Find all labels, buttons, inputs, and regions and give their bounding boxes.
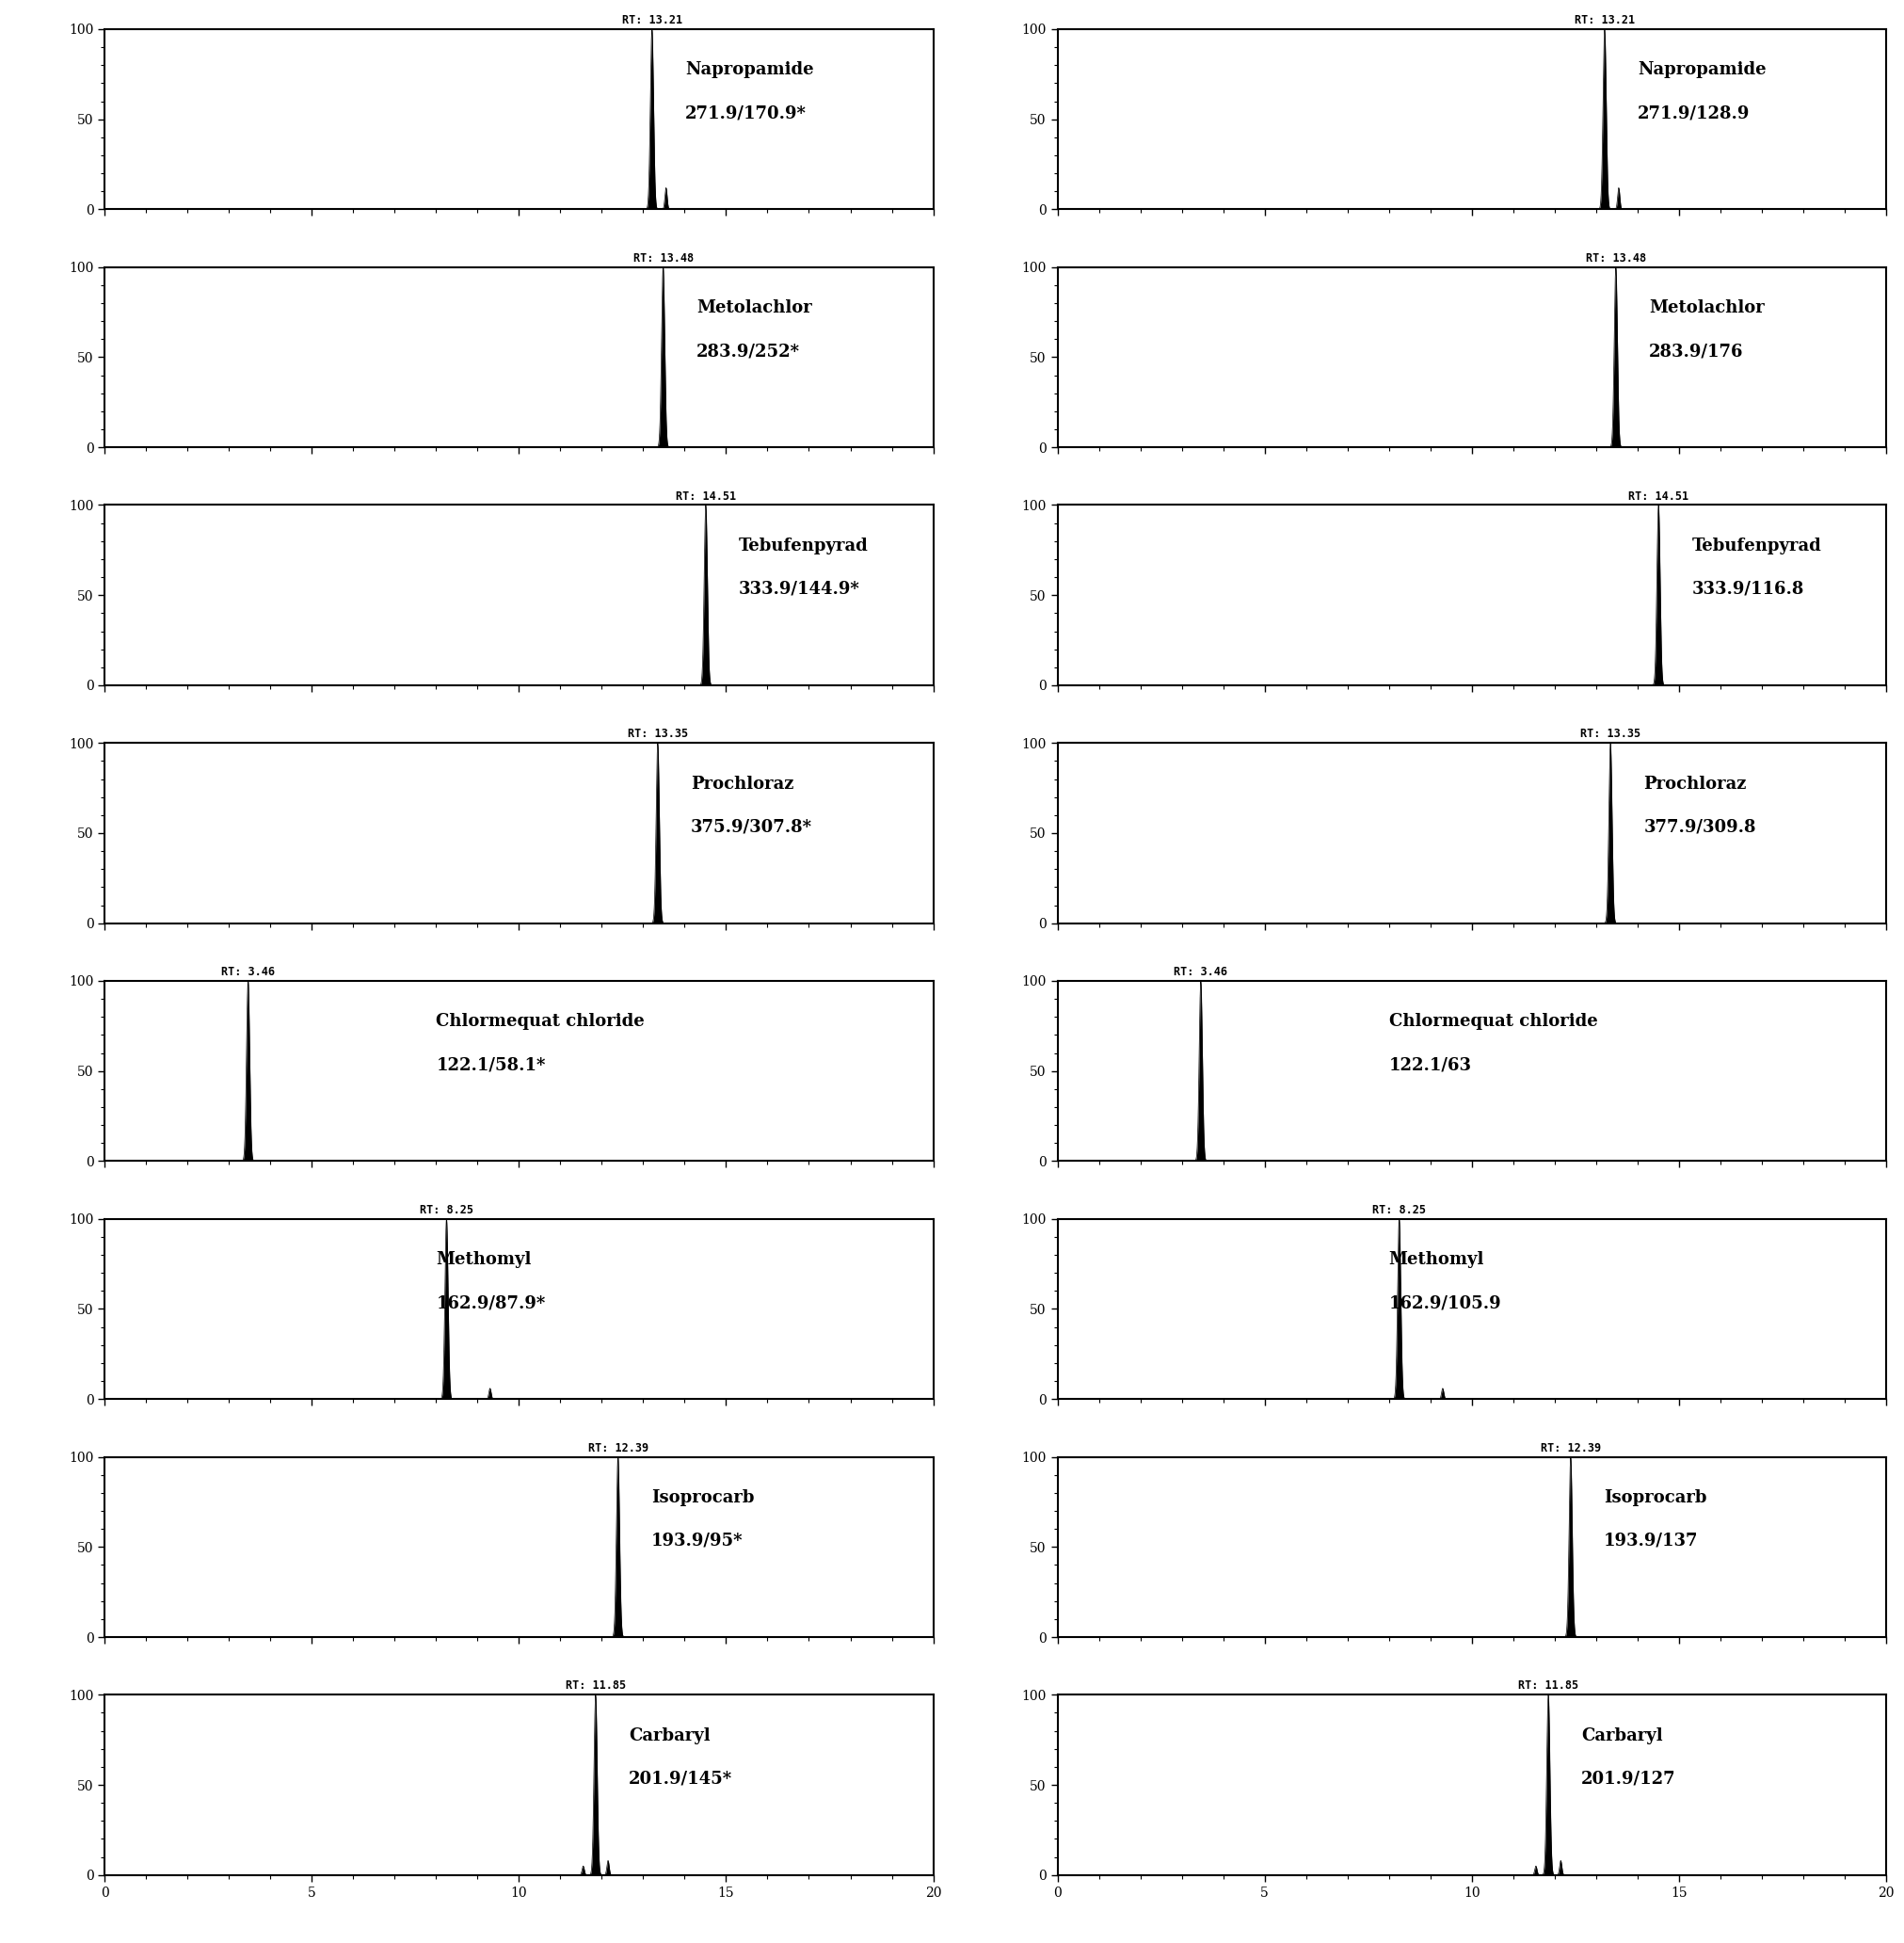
Text: 333.9/116.8: 333.9/116.8: [1691, 581, 1803, 598]
Text: 377.9/309.8: 377.9/309.8: [1643, 818, 1755, 835]
Text: 193.9/137: 193.9/137: [1603, 1533, 1698, 1549]
Text: 333.9/144.9*: 333.9/144.9*: [739, 581, 861, 598]
Text: Prochloraz: Prochloraz: [1643, 775, 1746, 793]
Text: Metolachlor: Metolachlor: [697, 299, 811, 317]
Text: RT: 13.48: RT: 13.48: [632, 253, 693, 264]
Text: RT: 13.21: RT: 13.21: [621, 14, 682, 27]
Text: RT: 11.85: RT: 11.85: [1517, 1681, 1578, 1692]
Text: RT: 12.39: RT: 12.39: [1540, 1442, 1599, 1453]
Text: Napropamide: Napropamide: [1637, 62, 1765, 78]
Text: 162.9/105.9: 162.9/105.9: [1388, 1294, 1500, 1312]
Text: Tebufenpyrad: Tebufenpyrad: [1691, 538, 1820, 554]
Text: Chlormequat chloride: Chlormequat chloride: [1388, 1014, 1597, 1030]
Text: 162.9/87.9*: 162.9/87.9*: [436, 1294, 545, 1312]
Text: RT: 13.35: RT: 13.35: [1580, 729, 1639, 740]
Text: Chlormequat chloride: Chlormequat chloride: [436, 1014, 645, 1030]
Text: RT: 14.51: RT: 14.51: [676, 490, 735, 503]
Text: RT: 14.51: RT: 14.51: [1628, 490, 1687, 503]
Text: RT: 13.48: RT: 13.48: [1584, 253, 1645, 264]
Text: RT: 3.46: RT: 3.46: [221, 966, 274, 977]
Text: Methomyl: Methomyl: [1388, 1251, 1483, 1269]
Text: 122.1/63: 122.1/63: [1388, 1057, 1472, 1074]
Text: RT: 8.25: RT: 8.25: [1371, 1205, 1426, 1216]
Text: 271.9/128.9: 271.9/128.9: [1637, 105, 1750, 122]
Text: RT: 13.35: RT: 13.35: [626, 729, 687, 740]
Text: 201.9/127: 201.9/127: [1580, 1770, 1676, 1788]
Text: Carbaryl: Carbaryl: [1580, 1727, 1662, 1745]
Text: Methomyl: Methomyl: [436, 1251, 531, 1269]
Text: Prochloraz: Prochloraz: [691, 775, 794, 793]
Text: Isoprocarb: Isoprocarb: [651, 1488, 754, 1506]
Text: 122.1/58.1*: 122.1/58.1*: [436, 1057, 545, 1074]
Text: 201.9/145*: 201.9/145*: [628, 1770, 731, 1788]
Text: Napropamide: Napropamide: [685, 62, 813, 78]
Text: Carbaryl: Carbaryl: [628, 1727, 710, 1745]
Text: Isoprocarb: Isoprocarb: [1603, 1488, 1706, 1506]
Text: 283.9/176: 283.9/176: [1649, 342, 1742, 359]
Text: 283.9/252*: 283.9/252*: [697, 342, 800, 359]
Text: RT: 12.39: RT: 12.39: [588, 1442, 647, 1453]
Text: RT: 11.85: RT: 11.85: [565, 1681, 626, 1692]
Text: 193.9/95*: 193.9/95*: [651, 1533, 743, 1549]
Text: 271.9/170.9*: 271.9/170.9*: [685, 105, 805, 122]
Text: RT: 3.46: RT: 3.46: [1173, 966, 1226, 977]
Text: Tebufenpyrad: Tebufenpyrad: [739, 538, 868, 554]
Text: RT: 13.21: RT: 13.21: [1575, 14, 1634, 27]
Text: 375.9/307.8*: 375.9/307.8*: [691, 818, 811, 835]
Text: Metolachlor: Metolachlor: [1649, 299, 1763, 317]
Text: RT: 8.25: RT: 8.25: [419, 1205, 472, 1216]
